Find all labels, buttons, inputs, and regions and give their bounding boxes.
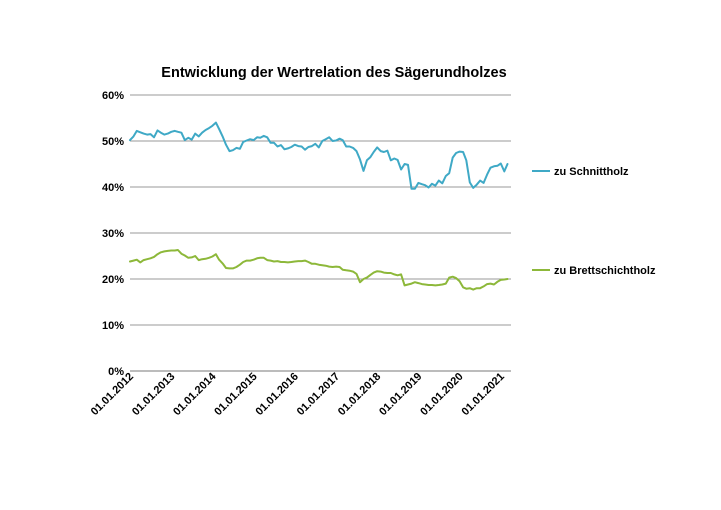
x-axis-tick-labels: 01.01.201201.01.201301.01.201401.01.2015…	[89, 370, 507, 418]
x-tick-label: 01.01.2019	[377, 371, 424, 418]
y-tick-label: 40%	[102, 182, 124, 194]
y-tick-label: 60%	[102, 90, 124, 102]
legend-label-schnittholz: zu Schnittholz	[554, 166, 629, 178]
series-line-brettschichtholz	[129, 249, 509, 291]
y-axis-tick-labels: 0% 10% 20% 30% 40% 50% 60%	[102, 90, 124, 378]
y-tick-label: 10%	[102, 320, 124, 332]
x-tick-label: 01.01.2018	[336, 371, 383, 418]
chart-title: Entwicklung der Wertrelation des Sägerun…	[161, 65, 506, 81]
x-tick-label: 01.01.2021	[460, 371, 507, 418]
legend-label-brettschichtholz: zu Brettschichtholz	[554, 265, 656, 277]
y-tick-label: 0%	[108, 366, 124, 378]
y-tick-label: 20%	[102, 274, 124, 286]
gridlines	[130, 94, 511, 372]
series-lines	[129, 121, 509, 291]
x-tick-label: 01.01.2017	[295, 371, 342, 418]
y-tick-label: 30%	[102, 228, 124, 240]
x-tick-label: 01.01.2016	[253, 371, 300, 418]
y-tick-label: 50%	[102, 136, 124, 148]
series-line-schnittholz	[129, 121, 509, 190]
x-tick-label: 01.01.2015	[212, 371, 259, 418]
legend: zu Schnittholz zu Brettschichtholz	[532, 166, 656, 277]
x-tick-label: 01.01.2020	[418, 371, 465, 418]
x-tick-label: 01.01.2013	[130, 371, 177, 418]
x-tick-label: 01.01.2014	[171, 370, 219, 418]
